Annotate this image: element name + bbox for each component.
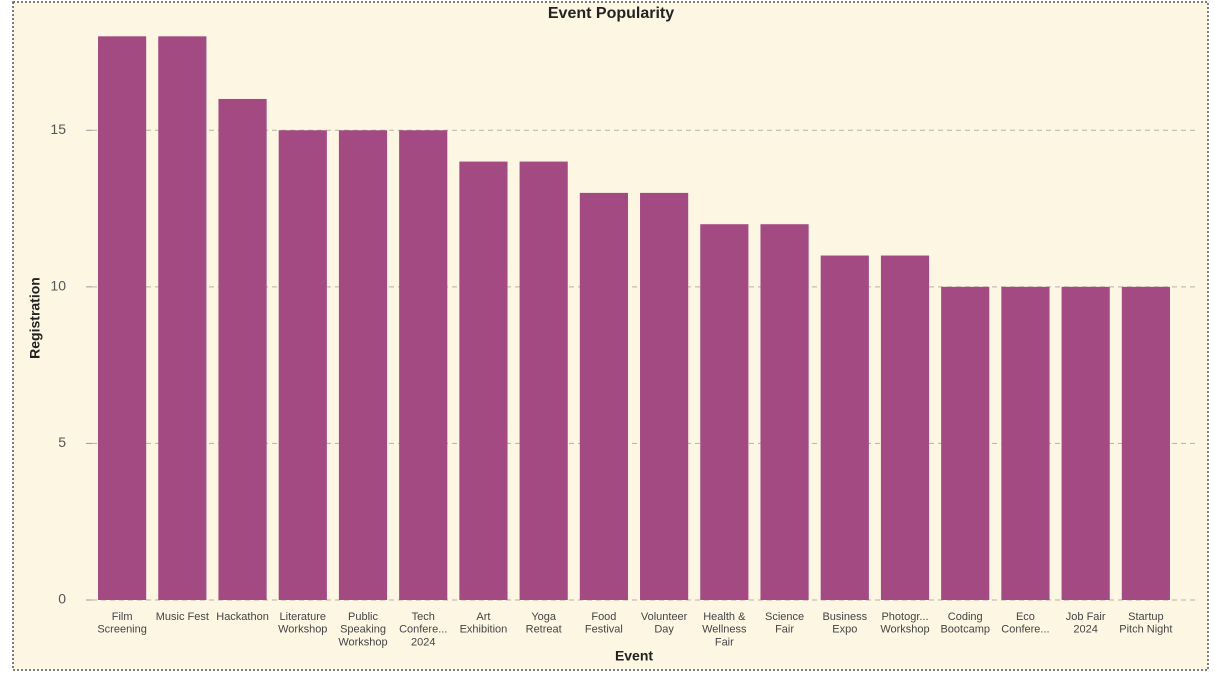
x-tick-label: Health & Wellness Fair xyxy=(702,611,747,648)
chart-title: Event Popularity xyxy=(548,5,674,22)
x-tick-label: Food Festival xyxy=(585,611,623,636)
x-tick-label: Music Fest xyxy=(156,611,209,623)
bar xyxy=(579,192,628,601)
x-tick-label: Hackathon xyxy=(216,611,269,623)
x-tick-label: Literature Workshop xyxy=(278,611,327,636)
bar xyxy=(399,130,448,600)
bar xyxy=(218,98,267,601)
x-tick-label: Public Speaking Workshop xyxy=(338,611,387,648)
x-axis-label: Event xyxy=(615,648,653,664)
bar xyxy=(98,36,147,600)
y-axis-label: Registration xyxy=(27,277,43,359)
bar xyxy=(519,161,568,600)
bar xyxy=(700,224,749,601)
bar xyxy=(278,130,327,600)
bar xyxy=(1061,286,1110,600)
bar xyxy=(820,255,869,601)
x-tick-label: Startup Pitch Night xyxy=(1119,611,1172,636)
y-tick-label: 0 xyxy=(58,591,66,607)
bar xyxy=(640,192,689,601)
bar xyxy=(459,161,508,600)
bar xyxy=(158,36,207,600)
y-tick-label: 10 xyxy=(50,278,66,294)
x-tick-label: Job Fair 2024 xyxy=(1066,611,1106,636)
bar xyxy=(338,130,388,600)
x-tick-label: Eco Confere... xyxy=(1001,611,1049,636)
x-tick-label: Photogr... Workshop xyxy=(880,611,929,636)
bar xyxy=(941,286,990,600)
x-tick-label: Film Screening xyxy=(97,611,147,636)
bar xyxy=(760,224,809,601)
x-tick-label: Coding Bootcamp xyxy=(940,611,990,636)
x-tick-label: Business Expo xyxy=(822,611,867,636)
bar xyxy=(1001,286,1050,600)
x-tick-label: Science Fair xyxy=(765,611,804,636)
y-tick-label: 5 xyxy=(58,434,66,450)
y-tick-label: 15 xyxy=(50,121,66,137)
x-tick-label: Volunteer Day xyxy=(641,611,688,636)
bar xyxy=(880,255,930,601)
x-tick-label: Yoga Retreat xyxy=(526,611,562,636)
bar xyxy=(1121,286,1170,600)
x-tick-label: Tech Confere... 2024 xyxy=(399,611,447,648)
x-tick-label: Art Exhibition xyxy=(460,611,508,636)
